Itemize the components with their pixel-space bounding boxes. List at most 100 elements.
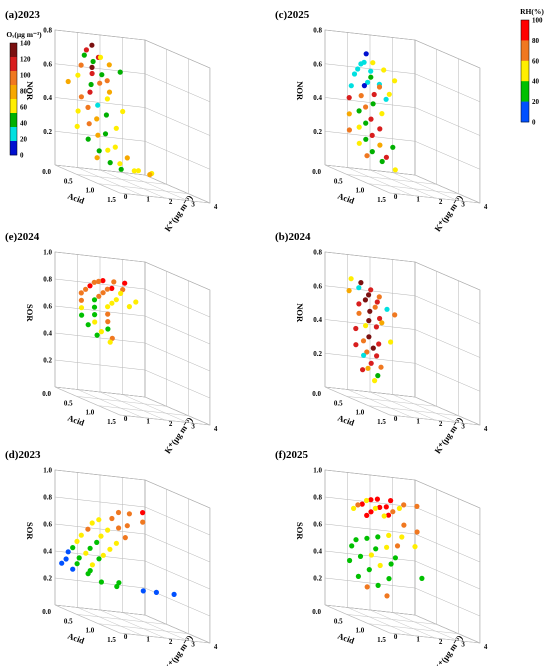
grid-y-floor xyxy=(347,167,413,196)
grid-y-floor xyxy=(369,391,435,421)
data-point xyxy=(78,94,84,100)
z-tick-label: 0.4 xyxy=(43,330,52,338)
data-point xyxy=(171,591,177,598)
y-tick-label: 4 xyxy=(484,203,488,211)
data-point xyxy=(140,588,146,594)
data-point xyxy=(375,534,381,540)
data-point xyxy=(383,154,389,160)
data-point xyxy=(364,512,370,519)
data-point xyxy=(124,155,130,161)
data-point xyxy=(85,322,91,328)
data-point xyxy=(351,71,358,77)
colorbar-segment xyxy=(10,43,17,58)
data-point xyxy=(102,131,109,137)
grid-z-back xyxy=(414,329,480,358)
x-tick-label: 1.0 xyxy=(356,187,365,195)
grid-y-floor xyxy=(54,604,120,634)
grid-z-back xyxy=(414,479,480,509)
data-point xyxy=(83,47,89,53)
y-tick-label: 2 xyxy=(439,638,443,646)
data-point xyxy=(355,573,361,580)
data-point xyxy=(346,127,352,133)
grid-y-floor xyxy=(324,386,390,416)
z-tick-label: 0.6 xyxy=(313,521,322,529)
data-point xyxy=(116,580,122,586)
z-tick-label: 0.2 xyxy=(43,128,52,136)
data-point xyxy=(140,519,146,525)
data-point xyxy=(375,582,381,589)
data-point xyxy=(366,567,372,573)
y-axis-label: K⁺(μg m⁻³) xyxy=(432,193,464,233)
scatter3d-panel-3: 0.8 0.6 0.4 0.2 0 1 2 3 4 0.0 0.5 1.0 1.5 (c)2025 NOR A… xyxy=(275,9,488,233)
data-point xyxy=(348,83,354,89)
grid-z-back xyxy=(414,506,480,536)
data-point xyxy=(366,292,372,298)
data-point xyxy=(133,299,139,305)
data-point xyxy=(94,539,100,546)
data-point xyxy=(373,324,379,330)
data-point xyxy=(83,550,89,556)
grid-z-back xyxy=(414,107,480,136)
data-point xyxy=(118,166,124,172)
data-point xyxy=(107,339,113,345)
colorbar-ox: 140 120 100 80 60 40 20 0 Oₓ(μg m⁻³) xyxy=(6,30,42,160)
data-point xyxy=(419,575,425,582)
grid-x-floor xyxy=(76,396,167,407)
grid-y-floor xyxy=(414,614,480,644)
y-tick-label: 3 xyxy=(461,423,465,431)
data-point xyxy=(368,497,374,503)
y-tick-label: 4 xyxy=(214,643,218,651)
data-point xyxy=(392,555,398,561)
colorbar-segment xyxy=(521,40,529,62)
grid-x-floor xyxy=(324,386,416,398)
data-point xyxy=(120,108,126,115)
grid-y-floor xyxy=(99,169,165,199)
data-point xyxy=(379,320,385,326)
data-point xyxy=(106,62,112,68)
y-tick-label: 1 xyxy=(146,418,150,426)
grid-x-floor xyxy=(119,632,210,644)
data-point xyxy=(365,79,371,85)
data-point xyxy=(96,293,102,299)
data-point xyxy=(153,589,159,596)
grid-x-floor xyxy=(389,632,480,644)
data-point xyxy=(87,545,93,551)
z-axis-label: SOR xyxy=(295,522,305,540)
panel-title: (d)2023 xyxy=(5,449,41,461)
data-point xyxy=(351,505,357,511)
data-point xyxy=(85,104,91,110)
data-point xyxy=(377,142,383,148)
data-point xyxy=(385,512,392,518)
data-point xyxy=(392,78,398,84)
z-tick-label: 0.8 xyxy=(313,27,322,35)
data-point xyxy=(355,502,361,508)
y-tick-label: 1 xyxy=(416,196,420,204)
x-tick-label: 0.0 xyxy=(312,608,321,616)
data-point xyxy=(94,155,100,161)
colorbar-tick: 120 xyxy=(20,56,31,64)
x-axis-label: Acid xyxy=(66,631,86,646)
data-point xyxy=(357,553,364,560)
data-point xyxy=(366,318,372,324)
colorbar-segment xyxy=(10,141,17,156)
data-point xyxy=(122,535,128,541)
data-point xyxy=(364,349,370,355)
data-point xyxy=(118,290,124,296)
grid-y-floor xyxy=(324,604,390,634)
grid-x-floor xyxy=(346,396,437,407)
grid-x-floor xyxy=(389,414,480,426)
y-tick-label: 0 xyxy=(124,415,128,423)
x-tick-label: 0.0 xyxy=(42,390,51,398)
data-point xyxy=(87,283,93,289)
grid-z-back xyxy=(414,39,480,69)
z-tick-label: 0.2 xyxy=(313,128,322,136)
grid-y-floor xyxy=(54,164,120,194)
grid-x-floor xyxy=(346,614,437,625)
data-point xyxy=(392,312,398,318)
grid-z-back xyxy=(144,261,210,291)
data-point xyxy=(89,64,95,70)
data-point xyxy=(147,172,153,178)
panel-title: (b)2024 xyxy=(275,231,311,243)
data-point xyxy=(90,58,96,65)
data-point xyxy=(124,523,130,529)
